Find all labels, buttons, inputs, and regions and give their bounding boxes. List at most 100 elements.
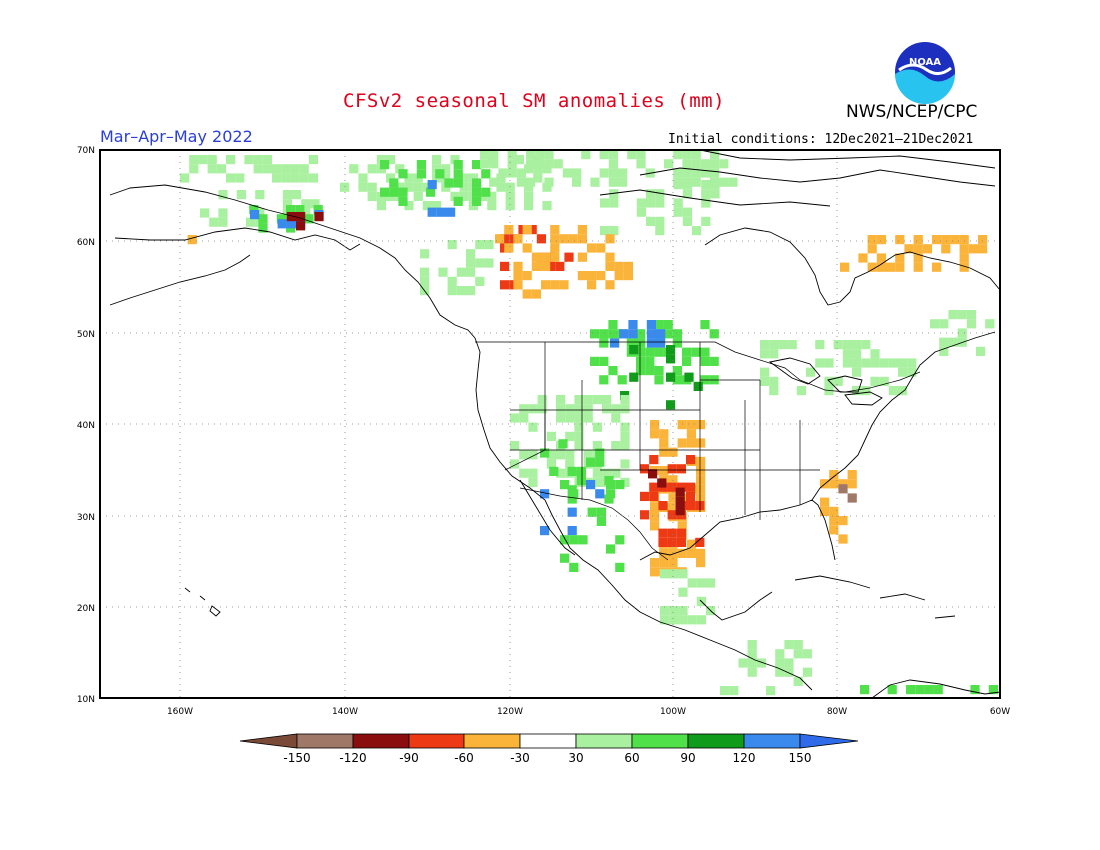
anomaly-cell (255, 190, 265, 200)
anomaly-cell (959, 262, 969, 272)
anomaly-cell (583, 413, 593, 423)
anomaly-cell (660, 569, 670, 579)
anomaly-cell (660, 615, 670, 625)
anomaly-cell (861, 386, 871, 396)
anomaly-cell (308, 173, 318, 183)
anomaly-cell (654, 366, 664, 376)
lat-label: 10N (77, 695, 95, 705)
anomaly-cell (404, 173, 414, 183)
anomaly-cell (574, 413, 584, 423)
anomaly-cell (587, 280, 597, 290)
anomaly-cell (692, 226, 702, 236)
anomaly-cell (484, 240, 494, 250)
anomaly-cell (427, 180, 437, 190)
anomaly-cell (793, 649, 803, 659)
anomaly-cell (802, 667, 812, 677)
anomaly-cell (695, 537, 705, 547)
anomaly-cell (618, 168, 628, 178)
anomaly-cell (533, 173, 543, 183)
anomaly-cell (648, 469, 658, 479)
anomaly-cell (907, 358, 917, 368)
anomaly-cell (675, 496, 685, 506)
anomaly-cell (667, 537, 677, 547)
anomaly-cell (513, 280, 523, 290)
anomaly-cell (939, 346, 949, 356)
anomaly-cell (209, 217, 219, 227)
anomaly-cell (522, 271, 532, 281)
anomaly-cell (187, 235, 197, 245)
anomaly-cell (852, 358, 862, 368)
anomaly-cell (432, 155, 442, 165)
anomaly-cell (537, 395, 547, 405)
anomaly-cell (913, 235, 923, 245)
anomaly-cell (668, 548, 678, 558)
anomaly-cell (555, 261, 565, 271)
anomaly-cell (628, 320, 638, 330)
colorbar-segment (408, 733, 465, 749)
anomaly-cell (258, 214, 268, 224)
anomaly-cell (667, 528, 677, 538)
anomaly-cell (180, 173, 190, 183)
colorbar-segment (743, 733, 801, 749)
anomaly-cell (611, 441, 621, 451)
anomaly-cell (876, 262, 886, 272)
anomaly-cell (829, 470, 839, 480)
anomaly-cell (595, 489, 605, 499)
anomaly-cell (578, 535, 588, 545)
anomaly-cell (756, 658, 766, 668)
anomaly-cell (459, 191, 469, 201)
anomaly-cell (577, 271, 587, 281)
anomaly-cell (292, 190, 302, 200)
anomaly-cell (258, 223, 268, 233)
anomaly-cell (304, 214, 314, 224)
anomaly-cell (489, 177, 499, 187)
anomaly-cell (617, 375, 627, 385)
anomaly-cell (775, 658, 785, 668)
anomaly-cell (669, 569, 679, 579)
anomaly-cell (696, 484, 706, 494)
anomaly-cell (590, 356, 600, 366)
anomaly-cell (852, 340, 862, 350)
anomaly-cell (784, 658, 794, 668)
anomaly-cell (682, 180, 692, 190)
anomaly-cell (728, 177, 738, 187)
anomaly-cell (531, 252, 541, 262)
anomaly-cell (784, 667, 794, 677)
anomaly-cell (592, 477, 602, 487)
anomaly-cell (516, 168, 526, 178)
anomaly-cell (524, 201, 534, 211)
anomaly-cell (253, 155, 263, 165)
anomaly-cell (189, 155, 199, 165)
anomaly-cell (489, 150, 499, 160)
anomaly-cell (562, 168, 572, 178)
anomaly-cell (456, 267, 466, 277)
anomaly-cell (654, 320, 664, 330)
anomaly-cell (281, 164, 291, 174)
anomaly-cell (932, 262, 942, 272)
colorbar-tick: -30 (510, 751, 530, 765)
anomaly-cell (957, 328, 967, 338)
anomaly-cell (840, 262, 850, 272)
anomaly-cell (660, 606, 670, 616)
anomaly-cell (888, 358, 898, 368)
anomaly-cell (649, 455, 659, 465)
anomaly-cell (619, 329, 629, 339)
anomaly-cell (510, 459, 520, 469)
anomaly-cell (760, 340, 770, 350)
anomaly-cell (395, 182, 405, 192)
anomaly-cell (867, 244, 877, 254)
anomaly-cell (932, 235, 942, 245)
anomaly-cell (310, 199, 320, 209)
anomaly-cell (668, 475, 678, 485)
anomaly-cell (590, 177, 600, 187)
anomaly-cell (696, 558, 706, 568)
anomaly-cell (924, 685, 934, 695)
anomaly-cell (496, 182, 506, 192)
anomaly-cell (541, 261, 551, 271)
anomaly-cell (569, 562, 579, 572)
anomaly-cell (576, 476, 586, 486)
anomaly-cell (572, 177, 582, 187)
anomaly-cell (623, 271, 633, 281)
anomaly-cell (507, 168, 517, 178)
anomaly-cell (281, 173, 291, 183)
